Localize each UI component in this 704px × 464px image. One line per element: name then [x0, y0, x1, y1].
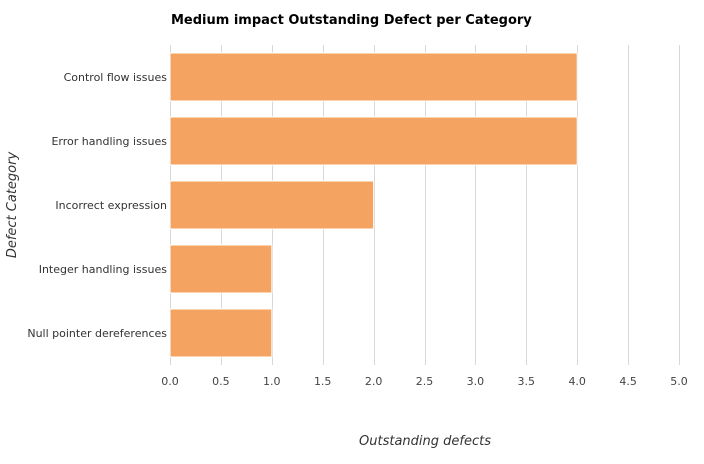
bar-4[interactable] [169, 308, 273, 358]
x-tick-label: 0.0 [161, 375, 179, 388]
x-tick-label: 4.5 [619, 375, 637, 388]
category-label: Control flow issues [64, 71, 168, 84]
x-tick-label: 2.0 [365, 375, 383, 388]
x-tick-label: 1.5 [314, 375, 332, 388]
x-tick-label: 2.5 [416, 375, 434, 388]
category-labels: Control flow issues Error handling issues… [27, 71, 167, 340]
y-axis-title: Defect Category [5, 152, 20, 259]
category-label: Incorrect expression [55, 199, 167, 212]
category-label: Integer handling issues [39, 263, 168, 276]
x-tick-labels: 0.0 0.5 1.0 1.5 2.0 2.5 3.0 3.5 4.0 4.5 5.0 [161, 375, 688, 388]
x-tick-label: 1.0 [263, 375, 281, 388]
category-label: Null pointer dereferences [27, 327, 167, 340]
x-tick-label: 0.5 [212, 375, 230, 388]
category-label: Error handling issues [51, 135, 167, 148]
x-axis-title: Outstanding defects [359, 434, 491, 449]
bar-3[interactable] [169, 244, 273, 294]
bars [169, 52, 578, 358]
bar-1[interactable] [169, 116, 578, 166]
x-tick-label: 5.0 [670, 375, 688, 388]
bar-0[interactable] [169, 52, 578, 102]
x-tick-label: 3.5 [518, 375, 536, 388]
x-tick-label: 4.0 [568, 375, 586, 388]
bar-2[interactable] [169, 180, 375, 230]
chart-title: Medium impact Outstanding Defect per Cat… [171, 13, 532, 28]
x-tick-label: 3.0 [467, 375, 485, 388]
